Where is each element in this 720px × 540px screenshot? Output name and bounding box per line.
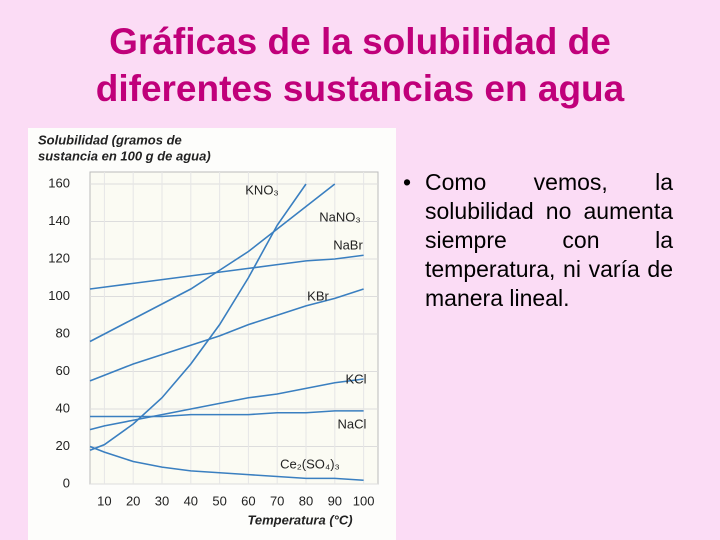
y-axis-label: sustancia en 100 g de agua) [38, 148, 211, 163]
series-line [89, 254, 364, 290]
series-line [89, 445, 364, 482]
y-tick-label: 120 [48, 250, 70, 265]
y-tick-label: 80 [56, 325, 70, 340]
y-tick-label: 100 [48, 288, 70, 303]
slide-title: Gráficas de la solubilidad de diferentes … [0, 18, 720, 112]
series-label: NaBr [333, 237, 363, 252]
x-tick-label: 30 [155, 493, 169, 508]
y-axis-label: Solubilidad (gramos de [38, 132, 182, 147]
x-tick-label: 60 [241, 493, 255, 508]
y-tick-label: 40 [56, 400, 70, 415]
x-tick-label: 40 [184, 493, 198, 508]
series-line [89, 183, 307, 451]
y-tick-label: 0 [63, 475, 70, 490]
title-line: Gráficas de la solubilidad de [109, 21, 611, 62]
x-tick-label: 20 [126, 493, 140, 508]
series-line [90, 410, 364, 418]
x-tick-label: 80 [299, 493, 313, 508]
x-tick-label: 100 [353, 493, 375, 508]
y-tick-label: 160 [48, 175, 70, 190]
title-line: diferentes sustancias en agua [95, 68, 625, 109]
series-line [89, 183, 336, 343]
series-line [89, 288, 364, 382]
bullet-text: Como vemos, la solubilidad no aumenta si… [403, 168, 673, 313]
y-tick-label: 60 [56, 363, 70, 378]
series-label: KNO₃ [245, 182, 278, 197]
series-label: NaNO₃ [319, 209, 360, 224]
chart: Solubilidad (gramos de sustancia en 100 … [28, 128, 396, 540]
x-tick-label: 90 [328, 493, 342, 508]
series-label: Ce₂(SO₄)₃ [280, 456, 340, 471]
plot-area [89, 171, 379, 485]
x-tick-label: 50 [212, 493, 226, 508]
y-tick-label: 20 [56, 438, 70, 453]
series-label: NaCl [338, 416, 367, 431]
series-label: KCl [346, 371, 367, 386]
series-line [89, 378, 364, 431]
x-axis-label: Temperatura (°C) [247, 512, 352, 527]
x-tick-label: 70 [270, 493, 284, 508]
series-label: KBr [307, 288, 329, 303]
x-tick-label: 10 [97, 493, 111, 508]
y-tick-label: 140 [48, 213, 70, 228]
